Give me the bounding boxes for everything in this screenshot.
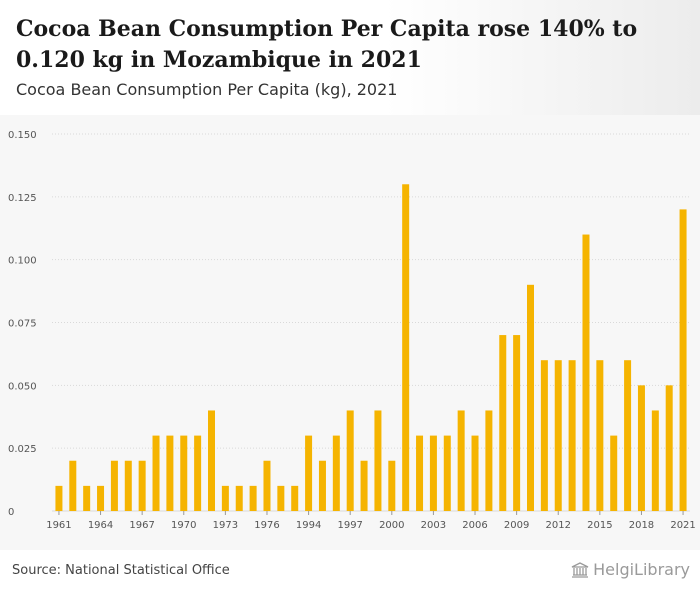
bar-2003 xyxy=(429,435,437,511)
bar-2007 xyxy=(485,410,493,511)
x-tick-label: 1961 xyxy=(46,520,71,531)
x-tick-label: 1994 xyxy=(296,520,321,531)
x-tick-label: 1964 xyxy=(88,520,113,531)
x-tick-label: 2021 xyxy=(670,520,695,531)
bar-1974 xyxy=(235,485,243,511)
bar-1961 xyxy=(55,485,63,511)
bar-2014 xyxy=(582,234,590,512)
bar-2000 xyxy=(388,460,396,511)
bar-1975 xyxy=(249,485,257,511)
bar-2019 xyxy=(651,410,659,511)
brand-name: HelgiLibrary xyxy=(593,560,690,579)
bar-2006 xyxy=(471,435,479,511)
y-tick-label: 0.075 xyxy=(8,319,37,330)
bar-2008 xyxy=(499,335,507,511)
bar-1978 xyxy=(291,485,299,511)
bar-1996 xyxy=(332,435,340,511)
bar-1998 xyxy=(360,460,368,511)
bar-1962 xyxy=(69,460,77,511)
bar-2012 xyxy=(554,360,562,511)
chart-subtitle: Cocoa Bean Consumption Per Capita (kg), … xyxy=(16,80,398,99)
bar-1966 xyxy=(124,460,132,511)
bar-1976 xyxy=(263,460,271,511)
source-note: Source: National Statistical Office xyxy=(12,563,230,578)
bar-1972 xyxy=(208,410,215,511)
y-tick-label: 0 xyxy=(8,507,14,518)
y-tick-label: 0.125 xyxy=(8,193,37,204)
bar-2009 xyxy=(513,335,521,511)
bar-1965 xyxy=(110,460,118,511)
brand-logo: HelgiLibrary xyxy=(571,560,690,579)
bar-1973 xyxy=(221,485,229,511)
bar-2016 xyxy=(610,435,618,511)
bar-1995 xyxy=(318,460,326,511)
bar-2011 xyxy=(540,360,548,511)
x-tick-label: 2018 xyxy=(629,520,654,531)
header: Cocoa Bean Consumption Per Capita rose 1… xyxy=(0,0,700,115)
y-tick-label: 0.100 xyxy=(8,256,37,267)
bar-1970 xyxy=(180,435,188,511)
bar-1971 xyxy=(194,435,202,511)
bar-2021 xyxy=(679,209,687,511)
bar-1964 xyxy=(97,485,105,511)
x-tick-label: 2006 xyxy=(462,520,487,531)
x-tick-label: 2000 xyxy=(379,520,404,531)
y-tick-label: 0.050 xyxy=(8,381,37,392)
bar-2002 xyxy=(416,435,424,511)
x-tick-label: 1973 xyxy=(213,520,238,531)
x-tick-label: 2015 xyxy=(587,520,612,531)
bar-2018 xyxy=(637,385,645,511)
bar-2015 xyxy=(596,360,604,511)
bar-1968 xyxy=(152,435,160,511)
bar-1963 xyxy=(83,485,91,511)
x-tick-label: 2003 xyxy=(421,520,446,531)
x-tick-label: 1967 xyxy=(129,520,154,531)
bar-2004 xyxy=(443,435,451,511)
bar-1994 xyxy=(305,435,313,511)
bar-2020 xyxy=(665,385,673,511)
bar-2005 xyxy=(457,410,465,511)
library-building-icon xyxy=(571,561,589,578)
bar-2013 xyxy=(568,360,576,511)
bar-1997 xyxy=(346,410,354,511)
bar-1969 xyxy=(166,435,174,511)
bar-2010 xyxy=(527,284,534,511)
x-tick-label: 1976 xyxy=(254,520,279,531)
x-tick-label: 1997 xyxy=(337,520,362,531)
x-tick-label: 2012 xyxy=(546,520,571,531)
bar-1967 xyxy=(138,460,146,511)
y-tick-label: 0.150 xyxy=(8,130,37,141)
chart-title: Cocoa Bean Consumption Per Capita rose 1… xyxy=(16,16,638,73)
y-tick-label: 0.025 xyxy=(8,444,37,455)
bar-2017 xyxy=(624,360,632,511)
bar-1977 xyxy=(277,485,285,511)
bar-2001 xyxy=(402,184,410,511)
x-tick-label: 1970 xyxy=(171,520,196,531)
x-tick-label: 2009 xyxy=(504,520,529,531)
bar-1999 xyxy=(374,410,382,511)
